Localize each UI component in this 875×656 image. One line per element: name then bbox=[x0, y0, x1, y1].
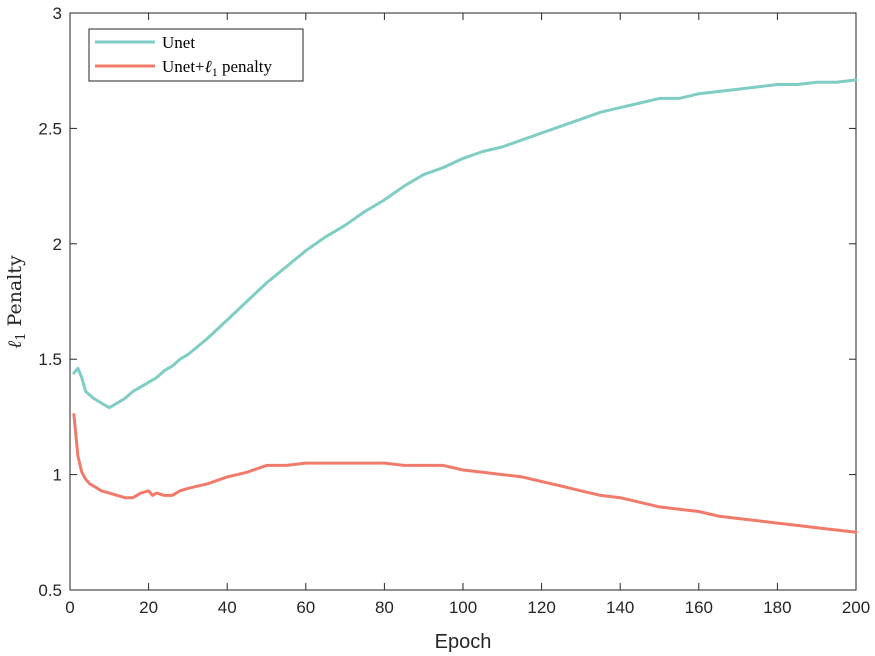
plot-area bbox=[69, 12, 857, 591]
series-line-1 bbox=[72, 413, 858, 534]
x-tick-label: 200 bbox=[842, 598, 870, 617]
y-axis-label: ℓ1 Penalty bbox=[4, 255, 29, 349]
y-axis-label-subscript: 1 bbox=[14, 333, 29, 341]
x-tick-label: 40 bbox=[218, 598, 237, 617]
y-tick-label: 2.5 bbox=[38, 119, 62, 138]
legend: Unet Unet+ℓ1 penalty bbox=[88, 28, 304, 82]
legend-label-subscript: 1 bbox=[212, 65, 218, 79]
legend-box bbox=[88, 28, 304, 82]
y-tick-label: 2 bbox=[53, 235, 62, 254]
y-tick-label: 0.5 bbox=[38, 581, 62, 600]
x-tick-label: 80 bbox=[375, 598, 394, 617]
legend-label-prefix: Unet+ bbox=[162, 57, 205, 76]
series-layer bbox=[72, 78, 858, 534]
x-tick-label: 20 bbox=[139, 598, 158, 617]
x-axis-label: Epoch bbox=[435, 631, 492, 653]
y-tick-label: 1 bbox=[53, 466, 62, 485]
y-axis-label-rest: Penalty bbox=[4, 255, 26, 332]
x-tick-label: 140 bbox=[606, 598, 634, 617]
legend-label-unet: Unet bbox=[162, 33, 195, 52]
y-tick-label: 3 bbox=[53, 4, 62, 23]
legend-label-suffix: penalty bbox=[218, 57, 273, 76]
x-tick-label: 0 bbox=[65, 598, 74, 617]
legend-label-unet-l1: Unet+ℓ1 penalty bbox=[162, 57, 273, 79]
x-tick-label: 180 bbox=[763, 598, 791, 617]
x-tick-label: 100 bbox=[449, 598, 477, 617]
x-tick-label: 60 bbox=[296, 598, 315, 617]
x-tick-label: 160 bbox=[685, 598, 713, 617]
legend-label-symbol: ℓ bbox=[205, 57, 212, 76]
x-tick-label: 120 bbox=[527, 598, 555, 617]
axis-ticks: 0 20 40 60 80 100 120 140 160 180 200 0.5 1 1.5 2 2.5 3 bbox=[38, 4, 870, 617]
y-tick-label: 1.5 bbox=[38, 350, 62, 369]
series-line-0 bbox=[72, 78, 858, 410]
y-axis-label-symbol: ℓ bbox=[4, 341, 26, 349]
